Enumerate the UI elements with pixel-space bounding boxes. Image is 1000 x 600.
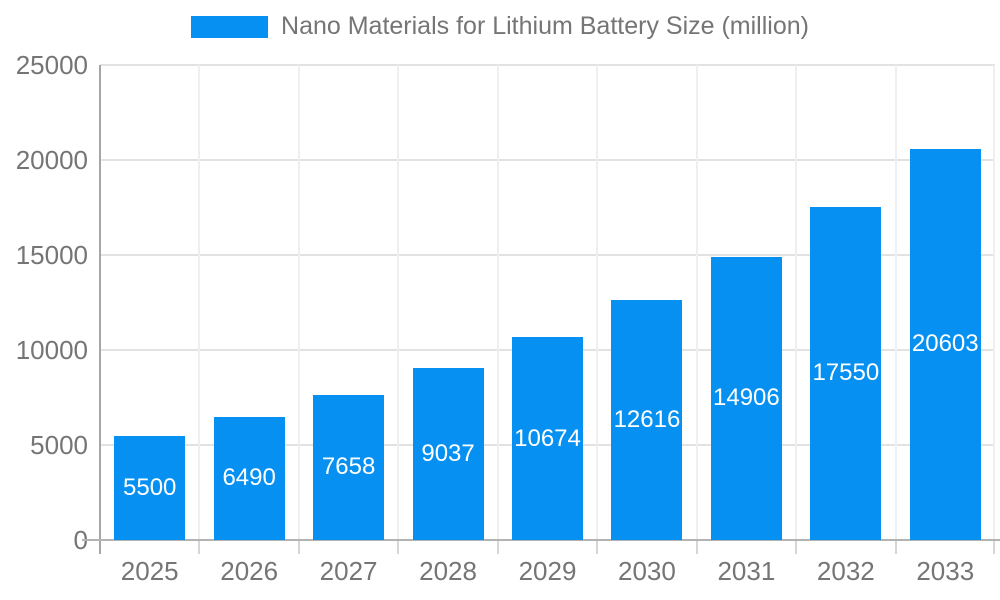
x-axis-category-label: 2028 [419,556,477,586]
bar-value-label: 6490 [222,464,276,492]
bar-value-label: 5500 [123,473,177,501]
bar-2032: 17550 [810,206,882,540]
gridline-vertical [397,65,399,540]
x-axis-category-label: 2027 [319,556,378,586]
y-axis-tick-label: 15000 [15,240,88,270]
bar-2025: 5500 [114,435,186,540]
gridline-horizontal [100,159,995,161]
x-axis-category-label: 2026 [220,556,279,586]
bar-2029: 10674 [512,337,583,540]
bar-value-label: 17550 [812,359,880,387]
bar-value-label: 20603 [911,330,979,358]
bar-2027: 7658 [313,394,385,540]
x-axis-tick [298,540,300,554]
x-axis-tick [895,540,897,554]
bar-2026: 6490 [213,416,285,540]
bar-value-label: 9037 [421,440,475,468]
gridline-horizontal [100,254,995,256]
x-axis-tick [497,540,499,554]
gridline-vertical [198,65,200,540]
x-axis-category-label: 2030 [618,556,676,586]
gridline-vertical [696,65,698,540]
gridline-vertical [895,65,897,540]
x-axis-tick [696,540,698,554]
bar-value-label: 14906 [713,384,780,412]
gridline-vertical [993,65,995,540]
y-axis-tick-label: 0 [73,525,88,555]
x-axis-tick [397,540,399,554]
x-axis-category-label: 2025 [120,556,179,586]
x-axis-category-label: 2033 [916,556,975,586]
bar-2030: 12616 [611,300,683,540]
x-axis-labels: 2025 2026 2027 2028 2029 2030 2031 2032 2033 [100,556,995,590]
x-axis-tick [596,540,598,554]
legend: Nano Materials for Lithium Battery Size … [0,12,1000,41]
gridline-vertical [596,65,598,540]
x-axis-category-label: 2032 [816,556,875,586]
y-axis-tick-label: 10000 [15,335,88,365]
y-axis-line [99,65,101,554]
chart-title: Nano Materials for Lithium Battery Size … [281,12,809,40]
gridline-vertical [298,65,300,540]
bar-2033: 20603 [909,148,981,540]
bar-2031: 14906 [710,256,782,540]
y-axis-tick-label: 20000 [15,145,88,175]
gridline-vertical [497,65,499,540]
x-axis-category-label: 2029 [518,556,577,586]
bar-value-label: 10674 [514,424,581,452]
x-axis-tick [795,540,797,554]
x-axis-line [82,539,1000,541]
gridline-horizontal [100,64,995,66]
bar-value-label: 7658 [321,453,376,481]
x-axis-tick [198,540,200,554]
x-axis-category-label: 2031 [717,556,776,586]
bar-value-label: 12616 [613,406,681,434]
y-axis-tick-label: 5000 [30,430,88,460]
bar-2028: 9037 [412,368,484,540]
gridline-vertical [795,65,797,540]
plot-area: 5500 6490 7658 9037 10674 12616 14906 17550 2060… [82,64,1000,554]
y-axis-labels: 0 5000 10000 15000 20000 25000 [0,0,88,600]
x-axis-tick [993,540,995,554]
y-axis-tick-label: 25000 [15,50,88,80]
legend-swatch [191,15,269,38]
